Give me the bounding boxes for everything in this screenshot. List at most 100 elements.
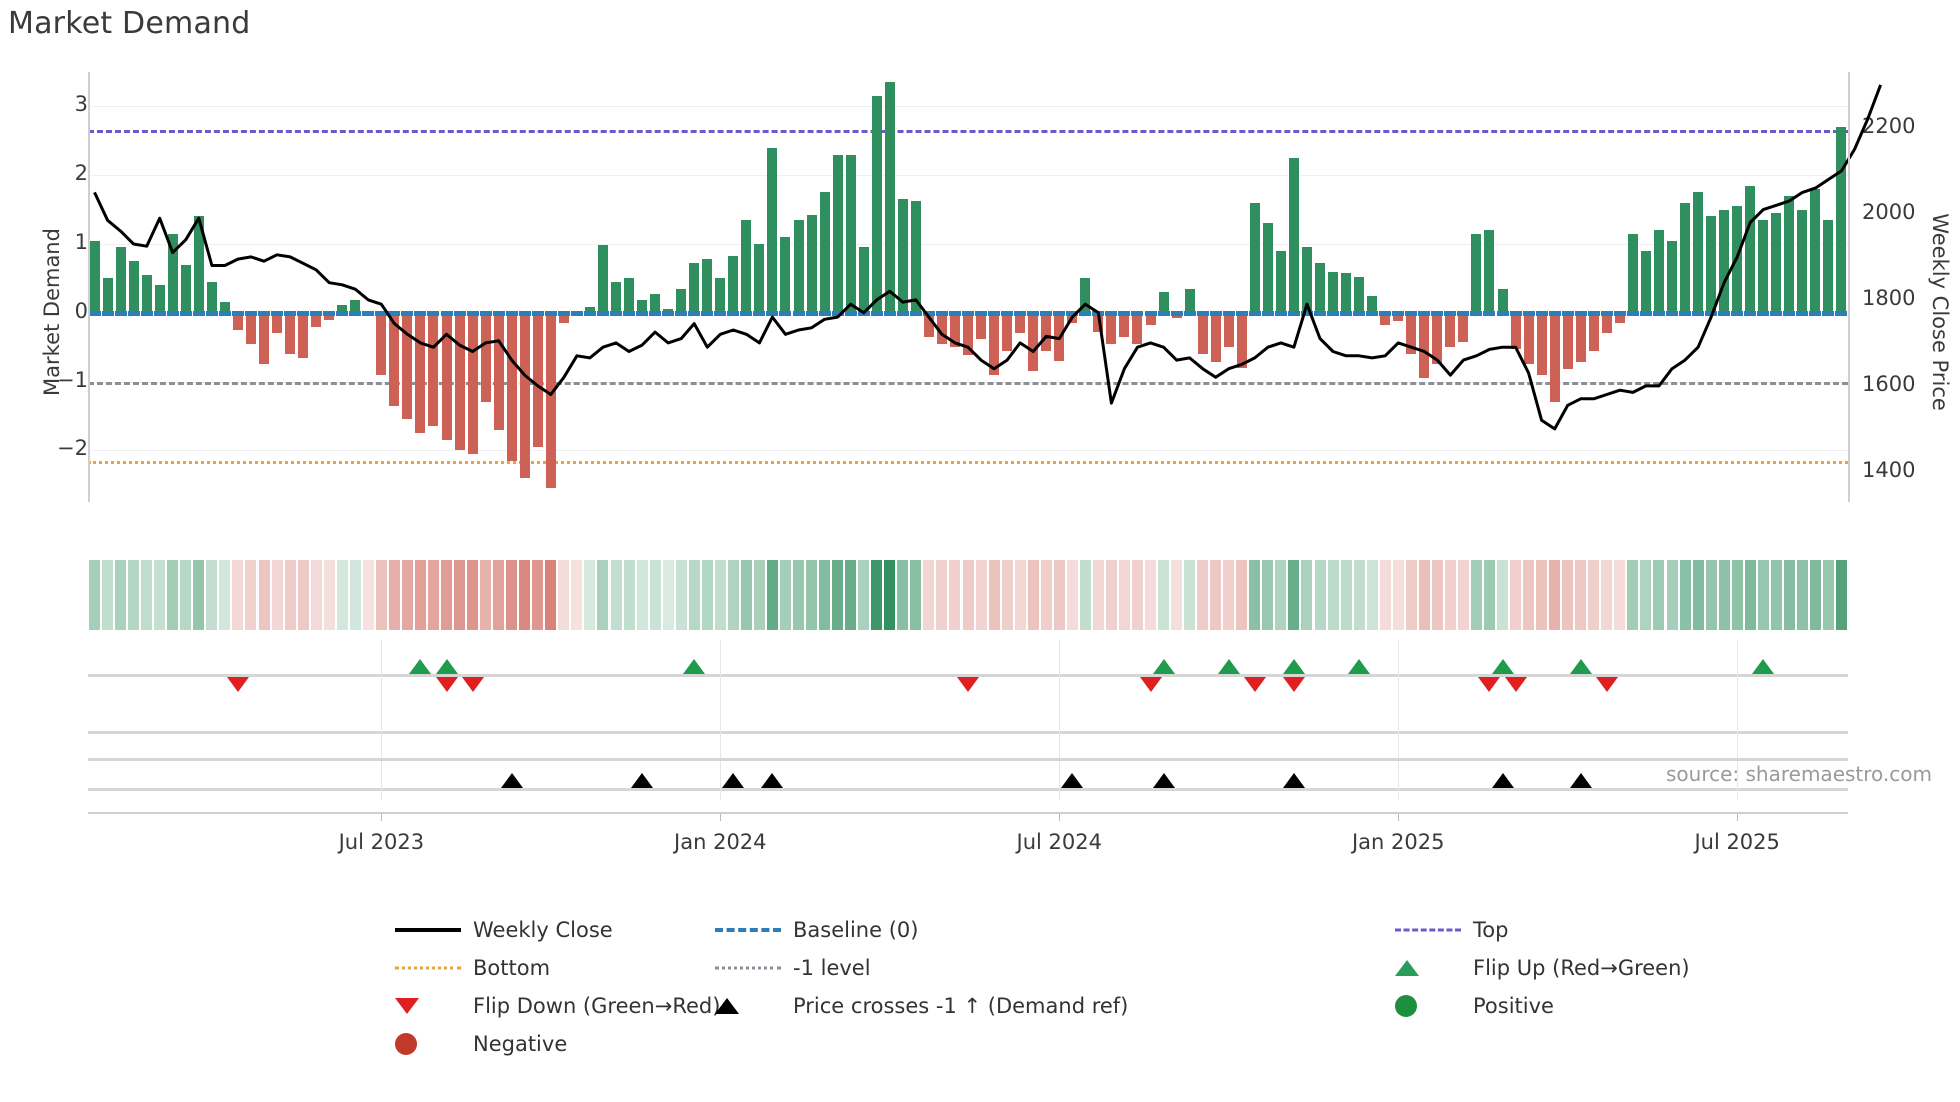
demand-bar	[1445, 312, 1456, 348]
baseline-tick	[766, 310, 779, 316]
heatmap-cell	[232, 560, 244, 630]
demand-bar	[519, 312, 530, 478]
heatmap-cell	[806, 560, 818, 630]
baseline-tick	[583, 310, 596, 316]
heatmap-cell	[688, 560, 700, 630]
top-line-icon	[1395, 920, 1461, 940]
flip-down-marker	[1595, 677, 1618, 692]
heatmap-cell	[1431, 560, 1443, 630]
heatmap-cell	[1001, 560, 1013, 630]
baseline-tick	[297, 310, 310, 316]
baseline-tick	[909, 310, 922, 316]
demand-bar	[402, 312, 413, 420]
demand-bar	[1614, 312, 1625, 324]
heatmap-cell	[1405, 560, 1417, 630]
baseline-tick	[805, 310, 818, 316]
legend-item[interactable]: Baseline (0)	[715, 918, 918, 942]
baseline-tick	[818, 310, 831, 316]
demand-bar	[1706, 216, 1717, 313]
demand-bar	[1432, 312, 1443, 365]
baseline-tick	[388, 310, 401, 316]
heatmap-cell	[180, 560, 192, 630]
heatmap-cell	[193, 560, 205, 630]
baseline-tick	[1248, 310, 1261, 316]
heatmap-cell	[636, 560, 648, 630]
baseline-tick	[883, 310, 896, 316]
demand-bar	[1784, 195, 1795, 313]
baseline-tick	[1014, 310, 1027, 316]
demand-bar	[467, 312, 478, 454]
demand-bar	[884, 82, 895, 313]
baseline-tick	[870, 310, 883, 316]
demand-bar	[545, 312, 556, 489]
baseline-tick	[1418, 310, 1431, 316]
heatmap-cell	[1692, 560, 1704, 630]
marker-gridline	[1737, 640, 1739, 800]
legend-item[interactable]: Price crosses -1 ↑ (Demand ref)	[715, 994, 1128, 1018]
marker-gridline	[381, 640, 383, 800]
baseline-tick	[1105, 310, 1118, 316]
legend-item[interactable]: Flip Down (Green→Red)	[395, 994, 720, 1018]
baseline-tick	[1001, 310, 1014, 316]
legend-item[interactable]: Flip Up (Red→Green)	[1395, 956, 1690, 980]
demand-bar	[311, 312, 322, 327]
baseline-tick	[1118, 310, 1131, 316]
demand-bar	[167, 233, 178, 313]
demand-bar	[1810, 188, 1821, 313]
demand-bar	[532, 312, 543, 447]
heatmap-cell	[532, 560, 544, 630]
demand-bar	[115, 247, 126, 313]
heatmap-cell	[141, 560, 153, 630]
x-tick-mark	[1737, 814, 1739, 821]
heatmap-cell	[1549, 560, 1561, 630]
heatmap-cell	[727, 560, 739, 630]
demand-bar	[597, 245, 608, 313]
heatmap-cell	[493, 560, 505, 630]
demand-bar	[1262, 223, 1273, 313]
demand-bar	[1771, 213, 1782, 313]
heatmap-cell	[1731, 560, 1743, 630]
demand-bar	[1041, 312, 1052, 351]
flip-up-marker	[1152, 659, 1175, 674]
heatmap-cell	[662, 560, 674, 630]
signal-markers-panel	[88, 640, 1848, 800]
price-cross-up-marker	[761, 773, 784, 788]
flip-up-marker	[1752, 659, 1775, 674]
demand-bar	[1223, 312, 1234, 348]
baseline-tick	[1144, 310, 1157, 316]
baseline-line-icon	[715, 920, 781, 940]
baseline-tick	[1718, 310, 1731, 316]
x-tick-mark	[1059, 814, 1061, 821]
baseline-tick	[1157, 310, 1170, 316]
baseline-tick	[688, 310, 701, 316]
legend-item[interactable]: Positive	[1395, 994, 1554, 1018]
legend-item[interactable]: Top	[1395, 918, 1508, 942]
heatmap-cell	[584, 560, 596, 630]
price-cross-up-marker	[722, 773, 745, 788]
heatmap-cell	[1666, 560, 1678, 630]
legend-item[interactable]: -1 level	[715, 956, 871, 980]
heatmap-cell	[1131, 560, 1143, 630]
heatmap-cell	[1497, 560, 1509, 630]
flip-up-marker	[1569, 659, 1592, 674]
demand-bar	[415, 312, 426, 434]
chart-title: Market Demand	[8, 6, 251, 41]
demand-bar	[989, 312, 1000, 375]
baseline-tick	[1327, 310, 1340, 316]
heatmap-cell	[675, 560, 687, 630]
baseline-tick	[244, 310, 257, 316]
legend-item[interactable]: Bottom	[395, 956, 550, 980]
heatmap-cell	[336, 560, 348, 630]
heatmap-cell	[1640, 560, 1652, 630]
demand-bar	[232, 312, 243, 330]
flip-up-icon	[1395, 958, 1461, 978]
baseline-tick	[1809, 310, 1822, 316]
heatmap-cell	[779, 560, 791, 630]
baseline-tick	[1613, 310, 1626, 316]
baseline-tick	[1496, 310, 1509, 316]
legend-item[interactable]: Weekly Close	[395, 918, 613, 942]
demand-bar	[1132, 312, 1143, 344]
demand-bar	[1797, 209, 1808, 313]
baseline-tick	[1040, 310, 1053, 316]
legend-item[interactable]: Negative	[395, 1032, 567, 1056]
